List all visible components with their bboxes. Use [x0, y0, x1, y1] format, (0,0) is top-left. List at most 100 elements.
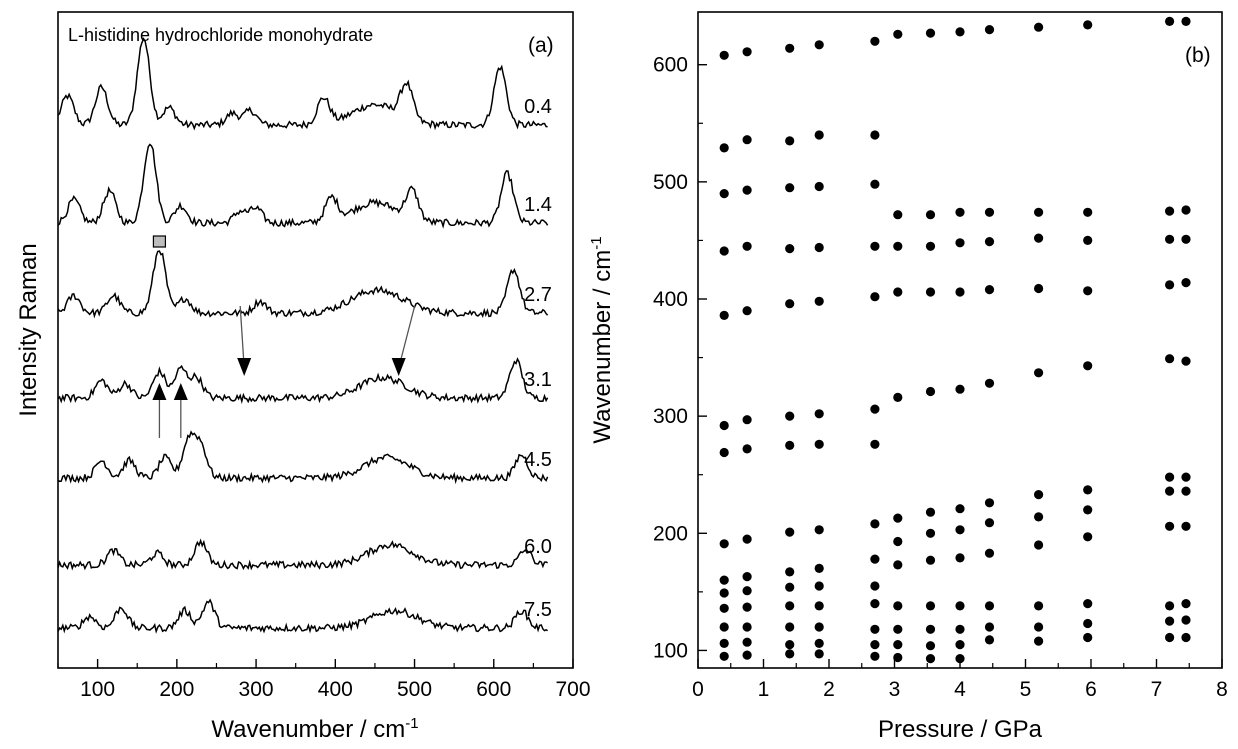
data-point	[815, 581, 824, 590]
data-point	[743, 638, 752, 647]
data-point	[720, 448, 729, 457]
data-point	[985, 601, 994, 610]
data-point	[1034, 622, 1043, 631]
data-point	[743, 186, 752, 195]
data-point	[785, 136, 794, 145]
data-point	[1165, 601, 1174, 610]
data-point	[743, 242, 752, 251]
spectrum-pressure-label: 6.0	[524, 536, 552, 558]
data-point	[1083, 599, 1092, 608]
data-point	[815, 40, 824, 49]
data-point	[1083, 286, 1092, 295]
data-point	[1181, 615, 1190, 624]
panel-b-y-axis-label: Wavenumber / cm-1	[588, 236, 616, 443]
data-point	[955, 625, 964, 634]
data-point	[720, 639, 729, 648]
data-point	[985, 635, 994, 644]
data-point	[1083, 208, 1092, 217]
data-point	[1034, 601, 1043, 610]
data-point	[1083, 485, 1092, 494]
data-point	[870, 292, 879, 301]
data-point	[1181, 17, 1190, 26]
data-point	[720, 311, 729, 320]
data-point	[870, 555, 879, 564]
data-point	[926, 556, 935, 565]
data-point	[955, 553, 964, 562]
data-point	[985, 518, 994, 527]
data-point	[743, 651, 752, 660]
data-point	[1165, 354, 1174, 363]
panel-a-y-axis-label: Intensity Raman	[15, 243, 42, 416]
data-point	[1181, 633, 1190, 642]
data-point	[1165, 617, 1174, 626]
x-tick-label: 600	[476, 678, 511, 701]
data-point	[815, 639, 824, 648]
data-point	[893, 601, 902, 610]
data-point	[926, 28, 935, 37]
data-point	[955, 640, 964, 649]
data-point	[720, 652, 729, 661]
data-point	[720, 576, 729, 585]
data-point	[985, 622, 994, 631]
y-tick-label: 600	[653, 54, 688, 77]
data-point	[743, 47, 752, 56]
data-point	[815, 182, 824, 191]
data-point	[955, 504, 964, 513]
data-point	[926, 654, 935, 663]
data-point	[926, 387, 935, 396]
spectrum-pressure-label: 2.7	[524, 284, 552, 306]
x-tick-label: 8	[1216, 678, 1228, 701]
data-point	[1165, 235, 1174, 244]
data-point	[955, 27, 964, 36]
data-point	[1181, 522, 1190, 531]
data-point	[743, 622, 752, 631]
data-point	[785, 601, 794, 610]
data-point	[785, 299, 794, 308]
data-point	[893, 30, 902, 39]
data-point	[926, 210, 935, 219]
data-point	[815, 243, 824, 252]
x-tick-label: 500	[397, 678, 432, 701]
data-point	[815, 564, 824, 573]
data-point	[1034, 23, 1043, 32]
data-point	[1181, 278, 1190, 287]
data-point	[955, 208, 964, 217]
x-tick-label: 100	[80, 678, 115, 701]
data-point	[926, 641, 935, 650]
data-point	[1165, 280, 1174, 289]
data-point	[720, 604, 729, 613]
data-point	[743, 535, 752, 544]
data-point	[1034, 234, 1043, 243]
panel-a-x-axis-label: Wavenumber / cm-1	[211, 715, 418, 743]
data-point	[1034, 540, 1043, 549]
data-point	[1034, 284, 1043, 293]
data-point	[893, 393, 902, 402]
x-tick-label: 7	[1151, 678, 1163, 701]
data-point	[743, 135, 752, 144]
data-point	[815, 409, 824, 418]
data-point	[870, 581, 879, 590]
data-point	[1083, 361, 1092, 370]
data-point	[870, 652, 879, 661]
data-point	[785, 441, 794, 450]
data-point	[893, 210, 902, 219]
x-tick-label: 200	[159, 678, 194, 701]
data-point	[1083, 20, 1092, 29]
x-tick-label: 3	[889, 678, 901, 701]
data-point	[785, 183, 794, 192]
data-point	[1165, 487, 1174, 496]
x-tick-label: 4	[954, 678, 966, 701]
data-point	[955, 601, 964, 610]
data-point	[785, 640, 794, 649]
data-point	[926, 601, 935, 610]
panel-b-label: (b)	[1185, 44, 1211, 67]
data-point	[785, 649, 794, 658]
data-point	[720, 622, 729, 631]
data-point	[893, 514, 902, 523]
y-tick-label: 100	[653, 639, 688, 662]
data-point	[870, 625, 879, 634]
data-point	[1083, 619, 1092, 628]
y-tick-label: 300	[653, 405, 688, 428]
data-point	[985, 379, 994, 388]
